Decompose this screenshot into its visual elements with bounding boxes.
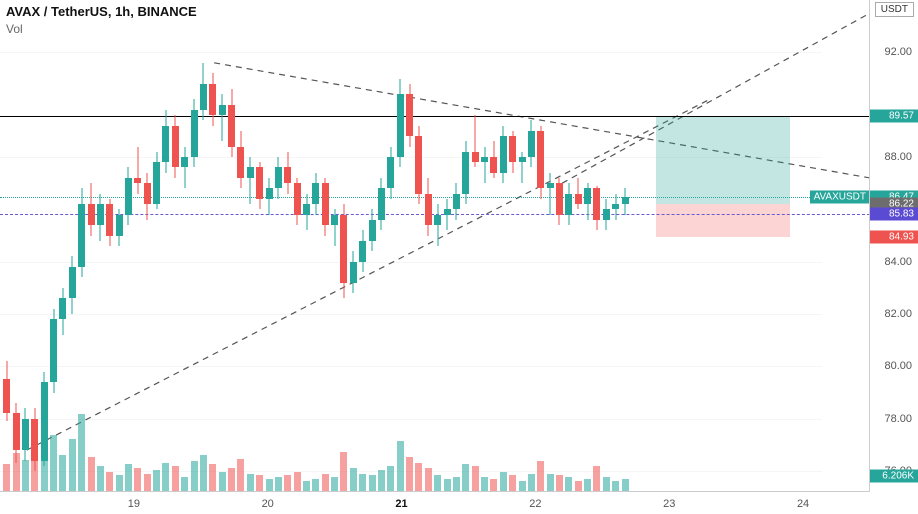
candle: [191, 0, 198, 492]
candle: [500, 0, 507, 492]
candle: [434, 0, 441, 492]
price-label: 84.93: [870, 231, 918, 244]
candle: [303, 0, 310, 492]
candle: [50, 0, 57, 492]
candle: [162, 0, 169, 492]
candle: [472, 0, 479, 492]
candle: [144, 0, 151, 492]
candle: [340, 0, 347, 492]
y-tick: 84.00: [884, 256, 912, 268]
x-tick: 22: [529, 498, 541, 510]
candle: [59, 0, 66, 492]
candle: [547, 0, 554, 492]
candle: [237, 0, 244, 492]
y-tick: 88.00: [884, 151, 912, 163]
candle: [593, 0, 600, 492]
candle: [228, 0, 235, 492]
candle: [256, 0, 263, 492]
position-zone: [656, 204, 790, 238]
candle: [31, 0, 38, 492]
y-tick: 78.00: [884, 413, 912, 425]
price-label: 85.83: [870, 207, 918, 220]
candle: [125, 0, 132, 492]
candle: [247, 0, 254, 492]
candle: [444, 0, 451, 492]
y-tick: 82.00: [884, 308, 912, 320]
symbol-tag: AVAXUSDT: [810, 191, 870, 204]
candle: [106, 0, 113, 492]
time-axis: 19 20 21 22 23 24: [0, 491, 870, 514]
x-tick: 19: [128, 498, 140, 510]
candle: [528, 0, 535, 492]
price-label: 6.206K: [870, 470, 918, 483]
candle: [275, 0, 282, 492]
candle: [612, 0, 619, 492]
quote-currency-badge: USDT: [875, 2, 914, 17]
candle: [88, 0, 95, 492]
plot-area[interactable]: AVAXUSDT: [0, 0, 870, 492]
candle: [3, 0, 10, 492]
candle: [294, 0, 301, 492]
candle: [415, 0, 422, 492]
candle: [284, 0, 291, 492]
candle: [584, 0, 591, 492]
candle: [387, 0, 394, 492]
candle: [219, 0, 226, 492]
candle: [322, 0, 329, 492]
candle: [13, 0, 20, 492]
price-label: 89.57: [870, 109, 918, 122]
position-zone: [656, 116, 790, 204]
candle: [490, 0, 497, 492]
candle: [509, 0, 516, 492]
candle: [397, 0, 404, 492]
candle: [369, 0, 376, 492]
candle: [153, 0, 160, 492]
candle: [78, 0, 85, 492]
candle: [425, 0, 432, 492]
candle: [200, 0, 207, 492]
candle: [331, 0, 338, 492]
candle: [266, 0, 273, 492]
candle: [97, 0, 104, 492]
candle: [181, 0, 188, 492]
candle: [575, 0, 582, 492]
candle: [556, 0, 563, 492]
x-tick: 21: [395, 498, 407, 510]
candlestick-chart[interactable]: AVAX / TetherUS, 1h, BINANCE Vol AVAXUSD…: [0, 0, 918, 514]
candle: [453, 0, 460, 492]
x-tick: 20: [262, 498, 274, 510]
price-axis: USDT 76.0078.0080.0082.0084.0088.0092.00…: [869, 0, 918, 514]
candle: [116, 0, 123, 492]
candle: [378, 0, 385, 492]
candle: [603, 0, 610, 492]
candle: [537, 0, 544, 492]
candle: [209, 0, 216, 492]
candle: [312, 0, 319, 492]
candle: [565, 0, 572, 492]
candle: [481, 0, 488, 492]
x-tick: 23: [663, 498, 675, 510]
candle: [172, 0, 179, 492]
candle: [519, 0, 526, 492]
y-tick: 80.00: [884, 360, 912, 372]
y-tick: 92.00: [884, 46, 912, 58]
candle: [359, 0, 366, 492]
x-tick: 24: [797, 498, 809, 510]
candle: [350, 0, 357, 492]
candle: [41, 0, 48, 492]
candle: [406, 0, 413, 492]
candle: [69, 0, 76, 492]
candle: [462, 0, 469, 492]
candle: [134, 0, 141, 492]
candle: [622, 0, 629, 492]
candle: [22, 0, 29, 492]
